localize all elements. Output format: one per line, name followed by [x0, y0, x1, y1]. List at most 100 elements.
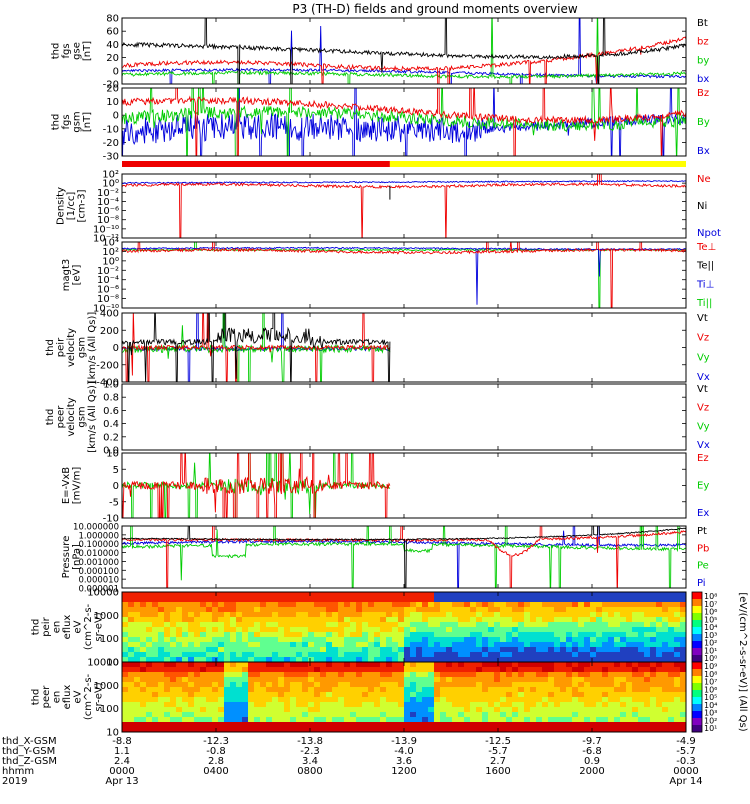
- spectrogram-cell: [248, 687, 255, 693]
- spectrogram-cell: [446, 657, 453, 662]
- spectrogram-cell: [224, 647, 231, 653]
- spectrogram-cell: [494, 692, 501, 698]
- spectrogram-cell: [656, 667, 663, 673]
- spectrogram-cell: [284, 662, 291, 668]
- x-tick-label: Apr 13: [105, 776, 138, 787]
- y-axis-title-line: [nT]: [82, 41, 93, 61]
- spectrogram-cell: [356, 637, 363, 643]
- spectrogram-cell: [230, 722, 237, 728]
- spectrogram-cell: [362, 682, 369, 688]
- spectrogram-cell: [152, 662, 159, 668]
- spectrogram-cell: [200, 662, 207, 668]
- spectrogram-cell: [176, 712, 183, 718]
- spectrogram-cell: [302, 712, 309, 718]
- spectrogram-cell: [212, 642, 219, 648]
- spectrogram-cell: [140, 707, 147, 713]
- spectrogram-cell: [368, 687, 375, 693]
- spectrogram-cell: [134, 672, 141, 678]
- spectrogram-cell: [272, 597, 279, 603]
- spectrogram-cell: [476, 722, 483, 728]
- spectrogram-cell: [602, 687, 609, 693]
- spectrogram-cell: [602, 622, 609, 628]
- spectrogram-cell: [236, 597, 243, 603]
- y-tick-label: 0.8: [103, 393, 119, 404]
- spectrogram-cell: [512, 692, 519, 698]
- spectrogram-cell: [644, 717, 651, 723]
- spectrogram-cell: [122, 602, 129, 608]
- spectrogram-cell: [428, 602, 435, 608]
- spectrogram-cell: [254, 597, 261, 603]
- spectrogram-cell: [578, 687, 585, 693]
- spectrogram-cell: [206, 617, 213, 623]
- spectrogram-cell: [674, 697, 681, 703]
- spectrogram-cell: [296, 692, 303, 698]
- spectrogram-cell: [590, 712, 597, 718]
- spectrogram-cell: [524, 662, 531, 668]
- spectrogram-cell: [386, 627, 393, 633]
- spectrogram-cell: [650, 642, 657, 648]
- spectrogram-cell: [464, 727, 471, 732]
- spectrogram-cell: [218, 712, 225, 718]
- spectrogram-cell: [224, 622, 231, 628]
- spectrogram-cell: [632, 667, 639, 673]
- spectrogram-cell: [158, 672, 165, 678]
- spectrogram-cell: [140, 727, 147, 732]
- spectrogram-cell: [164, 692, 171, 698]
- spectrogram-cell: [512, 617, 519, 623]
- spectrogram-cell: [590, 632, 597, 638]
- y-axis-title-line: [nPa]: [71, 544, 82, 570]
- spectrogram-cell: [350, 687, 357, 693]
- spectrogram-cell: [662, 682, 669, 688]
- spectrogram-cell: [440, 707, 447, 713]
- y-axis-title-line: eV: [73, 690, 84, 703]
- spectrogram-cell: [248, 652, 255, 658]
- y-tick-label: 1.0: [103, 380, 119, 391]
- spectrogram-cell: [332, 592, 339, 598]
- spectrogram-cell: [278, 682, 285, 688]
- spectrogram-cell: [230, 627, 237, 633]
- spectrogram-cell: [626, 672, 633, 678]
- spectrogram-cell: [242, 697, 249, 703]
- spectrogram-cell: [530, 707, 537, 713]
- spectrogram-cell: [662, 642, 669, 648]
- x-tick-label: 1600: [485, 766, 510, 777]
- spectrogram-cell: [602, 712, 609, 718]
- spectrogram-cell: [440, 702, 447, 708]
- spectrogram-cell: [590, 692, 597, 698]
- spectrogram-cell: [512, 687, 519, 693]
- spectrogram-cell: [188, 702, 195, 708]
- spectrogram-cell: [182, 642, 189, 648]
- spectrogram-cell: [170, 702, 177, 708]
- spectrogram-cell: [302, 622, 309, 628]
- spectrogram-cell: [668, 697, 675, 703]
- spectrogram-cell: [554, 697, 561, 703]
- spectrogram-cell: [302, 727, 309, 732]
- spectrogram-cell: [650, 672, 657, 678]
- spectrogram-cell: [470, 717, 477, 723]
- spectrogram-cell: [506, 682, 513, 688]
- spectrogram-cell: [518, 707, 525, 713]
- spectrogram-cell: [236, 662, 243, 668]
- spectrogram-cell: [200, 617, 207, 623]
- spectrogram-cell: [422, 727, 429, 732]
- spectrogram-cell: [374, 667, 381, 673]
- spectrogram-cell: [158, 692, 165, 698]
- spectrogram-cell: [458, 652, 465, 658]
- spectrogram-cell: [218, 632, 225, 638]
- spectrogram-cell: [122, 667, 129, 673]
- y-tick-label: 400: [100, 309, 119, 320]
- spectrogram-cell: [518, 657, 525, 662]
- spectrogram-cell: [410, 642, 417, 648]
- spectrogram-cell: [518, 642, 525, 648]
- spectrogram-cell: [464, 642, 471, 648]
- spectrogram-cell: [674, 652, 681, 658]
- spectrogram-cell: [548, 592, 555, 598]
- spectrogram-cell: [452, 667, 459, 673]
- spectrogram-cell: [164, 697, 171, 703]
- spectrogram-cell: [278, 722, 285, 728]
- spectrogram-cell: [434, 662, 441, 668]
- spectrogram-cell: [356, 697, 363, 703]
- spectrogram-cell: [248, 612, 255, 618]
- spectrogram-cell: [434, 692, 441, 698]
- spectrogram-cell: [368, 707, 375, 713]
